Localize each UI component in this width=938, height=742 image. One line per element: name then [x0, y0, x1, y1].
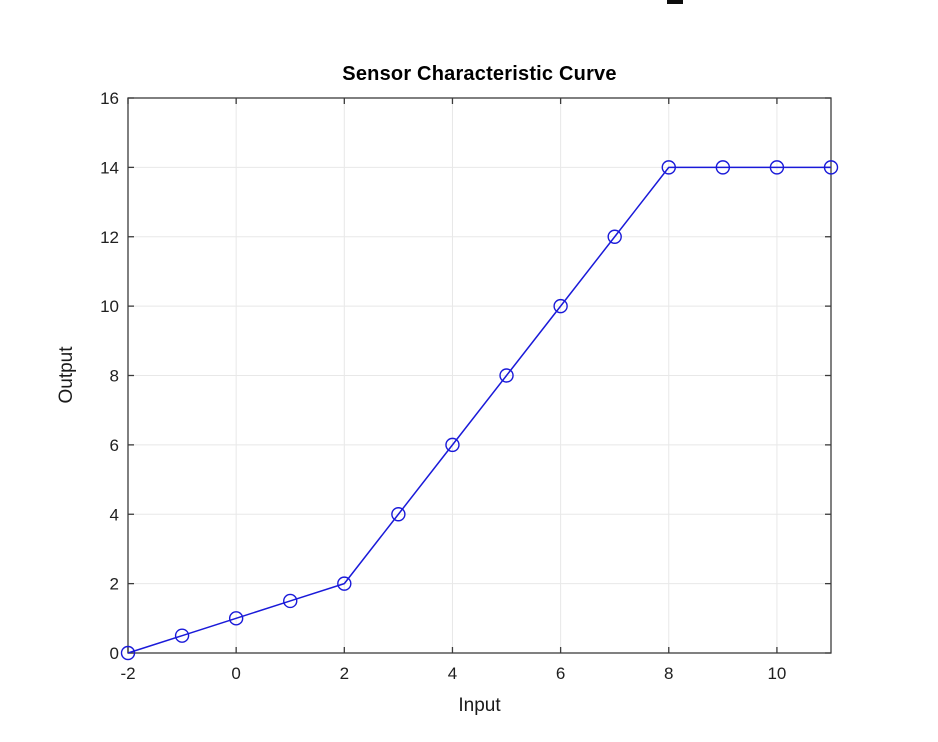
data-point-marker	[337, 576, 352, 591]
x-tick-label: -2	[120, 664, 135, 683]
data-point-marker	[120, 645, 136, 661]
data-point-marker	[823, 160, 839, 175]
data-point-marker	[769, 160, 785, 175]
y-tick-label: 10	[100, 297, 119, 316]
x-tick-label: 8	[664, 664, 673, 683]
data-point-marker	[499, 368, 514, 383]
y-tick-label: 12	[100, 228, 119, 247]
data-point-marker	[174, 628, 190, 643]
y-tick-label: 14	[100, 158, 119, 177]
y-tick-label: 16	[100, 89, 119, 108]
data-point-marker	[283, 593, 298, 609]
data-point-marker	[445, 437, 460, 453]
data-point-marker	[391, 507, 406, 522]
x-tick-label: 10	[767, 664, 786, 683]
clipped-text-fragment	[667, 0, 683, 4]
y-axis-label: Output	[56, 346, 77, 404]
x-tick-label: 4	[448, 664, 457, 683]
data-point-marker	[715, 160, 731, 175]
data-point-marker	[661, 160, 676, 175]
x-tick-label: 2	[340, 664, 349, 683]
y-tick-label: 6	[110, 436, 119, 455]
y-tick-label: 4	[110, 505, 119, 524]
y-tick-label: 2	[110, 575, 119, 594]
x-tick-label: 0	[231, 664, 240, 683]
data-point-marker	[228, 611, 244, 626]
y-tick-label: 8	[110, 367, 119, 386]
chart-title: Sensor Characteristic Curve	[342, 63, 617, 85]
data-point-marker	[607, 229, 622, 244]
data-line	[127, 166, 831, 654]
x-tick-label: 6	[556, 664, 565, 683]
data-point-marker	[553, 298, 568, 314]
y-tick-label: 0	[110, 644, 119, 663]
x-axis-label: Input	[458, 695, 501, 716]
